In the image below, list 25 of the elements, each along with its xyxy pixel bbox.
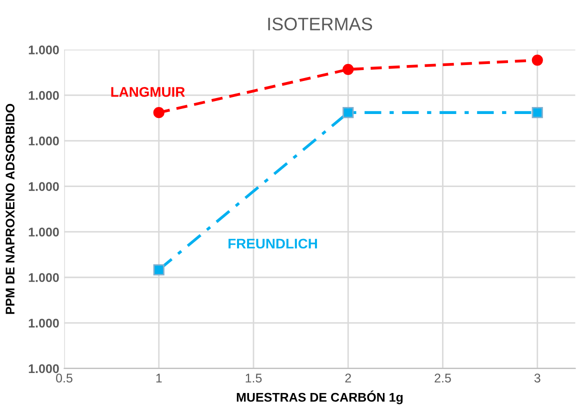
text: 1.000 [28, 182, 59, 191]
text: 1.000 [28, 91, 59, 100]
point [532, 107, 543, 118]
x-tick-label: 2 [345, 374, 351, 382]
text: 1.000 [28, 228, 59, 236]
series-label: FREUNDLICH [228, 238, 317, 249]
series-label: LANGMUIR [111, 87, 185, 97]
chart-title: ISOTERMAS [268, 18, 372, 30]
text: 1.000 [28, 364, 59, 374]
x-tick-label: 0.5 [56, 374, 72, 383]
x-tick-label: 2.5 [434, 374, 451, 383]
y-axis-title: PPM DE NAPROXENO ADSORBIDO [6, 104, 15, 314]
x-axis-title: MUESTRAS DE CARBÓN 1g [236, 390, 403, 404]
text: 1.000 [28, 45, 59, 54]
point [342, 107, 354, 118]
text: 1.000 [28, 136, 59, 146]
text: 1.000 [28, 318, 59, 328]
x-tick-label: 3 [534, 374, 540, 383]
text: 1.000 [28, 273, 59, 282]
point [153, 107, 164, 118]
x-tick-label: 1.5 [246, 374, 262, 383]
point [153, 264, 164, 276]
point [342, 64, 354, 75]
point [532, 54, 543, 66]
x-tick-label: 1 [156, 374, 162, 382]
